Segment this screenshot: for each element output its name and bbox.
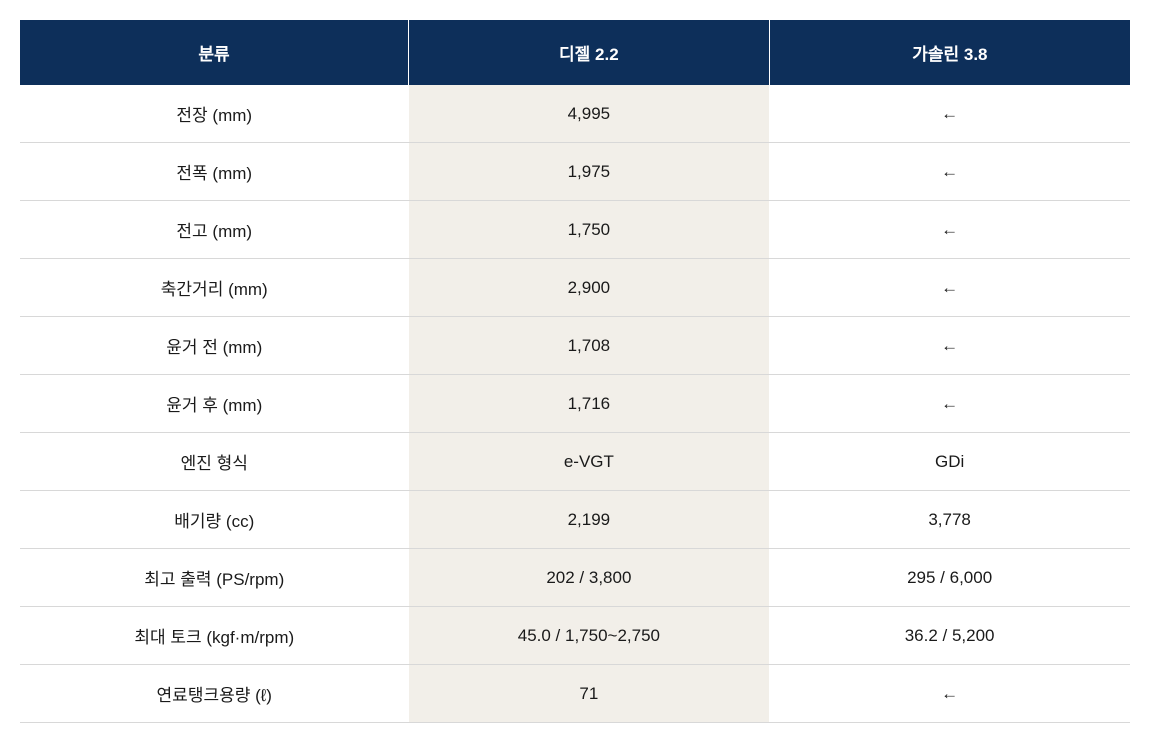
row-label: 축간거리 (mm): [20, 259, 409, 317]
table-row: 전고 (mm) 1,750 ←: [20, 201, 1130, 259]
table-row: 연료탱크용량 (ℓ) 71 ←: [20, 665, 1130, 723]
row-gasoline: GDi: [769, 433, 1130, 491]
row-diesel: 45.0 / 1,750~2,750: [409, 607, 770, 665]
row-diesel: 71: [409, 665, 770, 723]
row-label: 엔진 형식: [20, 433, 409, 491]
row-diesel: 2,900: [409, 259, 770, 317]
row-diesel: e-VGT: [409, 433, 770, 491]
row-diesel: 2,199: [409, 491, 770, 549]
row-label: 연료탱크용량 (ℓ): [20, 665, 409, 723]
row-gasoline: 3,778: [769, 491, 1130, 549]
row-gasoline: ←: [769, 375, 1130, 433]
table-row: 배기량 (cc) 2,199 3,778: [20, 491, 1130, 549]
row-gasoline: ←: [769, 201, 1130, 259]
row-diesel: 1,716: [409, 375, 770, 433]
row-label: 전폭 (mm): [20, 143, 409, 201]
table-row: 엔진 형식 e-VGT GDi: [20, 433, 1130, 491]
row-diesel: 202 / 3,800: [409, 549, 770, 607]
table-row: 전장 (mm) 4,995 ←: [20, 85, 1130, 143]
header-gasoline: 가솔린 3.8: [769, 20, 1130, 85]
row-label: 최고 출력 (PS/rpm): [20, 549, 409, 607]
row-gasoline: ←: [769, 317, 1130, 375]
table-row: 최고 출력 (PS/rpm) 202 / 3,800 295 / 6,000: [20, 549, 1130, 607]
row-label: 전고 (mm): [20, 201, 409, 259]
row-label: 최대 토크 (kgf·m/rpm): [20, 607, 409, 665]
row-label: 윤거 후 (mm): [20, 375, 409, 433]
table-row: 윤거 후 (mm) 1,716 ←: [20, 375, 1130, 433]
header-category: 분류: [20, 20, 409, 85]
row-diesel: 4,995: [409, 85, 770, 143]
row-label: 윤거 전 (mm): [20, 317, 409, 375]
table-header-row: 분류 디젤 2.2 가솔린 3.8: [20, 20, 1130, 85]
row-diesel: 1,750: [409, 201, 770, 259]
row-gasoline: ←: [769, 143, 1130, 201]
table-body: 전장 (mm) 4,995 ← 전폭 (mm) 1,975 ← 전고 (mm) …: [20, 85, 1130, 723]
table-row: 전폭 (mm) 1,975 ←: [20, 143, 1130, 201]
table-row: 축간거리 (mm) 2,900 ←: [20, 259, 1130, 317]
header-diesel: 디젤 2.2: [409, 20, 770, 85]
table-row: 윤거 전 (mm) 1,708 ←: [20, 317, 1130, 375]
row-gasoline: ←: [769, 665, 1130, 723]
row-gasoline: 36.2 / 5,200: [769, 607, 1130, 665]
row-label: 전장 (mm): [20, 85, 409, 143]
row-label: 배기량 (cc): [20, 491, 409, 549]
spec-table: 분류 디젤 2.2 가솔린 3.8 전장 (mm) 4,995 ← 전폭 (mm…: [20, 20, 1130, 723]
row-gasoline: ←: [769, 259, 1130, 317]
row-diesel: 1,708: [409, 317, 770, 375]
row-gasoline: ←: [769, 85, 1130, 143]
row-diesel: 1,975: [409, 143, 770, 201]
table-row: 최대 토크 (kgf·m/rpm) 45.0 / 1,750~2,750 36.…: [20, 607, 1130, 665]
row-gasoline: 295 / 6,000: [769, 549, 1130, 607]
